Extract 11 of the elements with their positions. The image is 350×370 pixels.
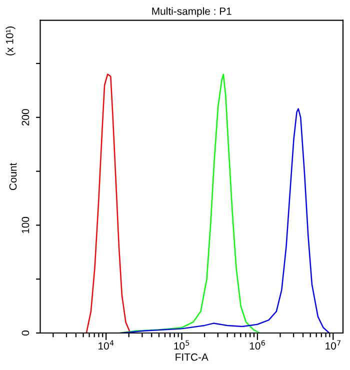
y-tick-label: 100 <box>22 216 30 234</box>
text: (x 10¹) <box>6 26 16 56</box>
x-tick-label: 10$^{4}$ <box>98 340 114 350</box>
x-tick-label: 10$^{5}$ <box>174 340 190 350</box>
x-tick-label: 10$^{6}$ <box>250 340 265 350</box>
x-tick-label: 10$^{7}$ <box>326 340 341 350</box>
y-tick-label: 0 <box>22 330 30 336</box>
chart-title: Multi-sample : P1 <box>152 7 232 17</box>
y-axis-title: Count <box>9 162 17 190</box>
y-tick-label: 200 <box>22 109 30 126</box>
x-axis-title: FITC-A <box>176 353 208 361</box>
